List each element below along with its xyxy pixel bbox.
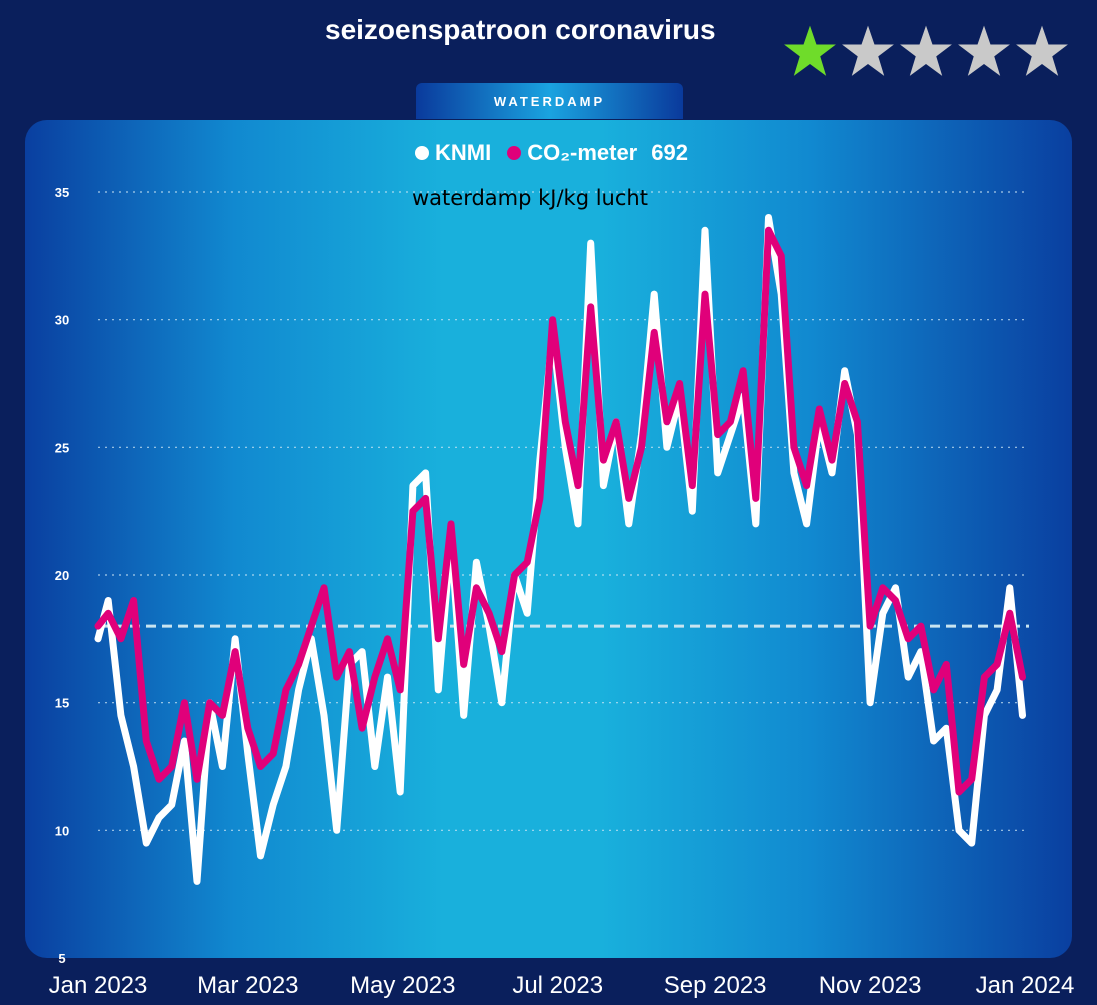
star-filled-icon [784, 25, 836, 76]
star-empty-icon [1016, 25, 1068, 76]
measurement-count: 692 [651, 140, 688, 165]
page-title: seizoenspatroon coronavirus [325, 14, 716, 45]
legend-dot-co2 [507, 146, 522, 160]
chart-legend: KNMI CO₂-meter 692 [415, 140, 688, 166]
x-tick-label: Mar 2023 [197, 972, 298, 999]
star-empty-icon [842, 25, 894, 76]
x-tick-label: Jan 2024 [976, 972, 1075, 999]
y-tick-label: 25 [55, 440, 69, 455]
legend-label-co2: CO₂-meter [527, 140, 638, 165]
y-tick-label: 15 [55, 696, 69, 711]
x-tick-label: Jan 2023 [49, 972, 148, 999]
x-tick-label: Sep 2023 [664, 972, 767, 999]
x-tick-label: Jul 2023 [512, 972, 603, 999]
y-tick-label: 5 [58, 951, 65, 966]
y-tick-label: 35 [55, 185, 69, 200]
legend-label-knmi: KNMI [435, 140, 492, 165]
tab-waterdamp[interactable]: WATERDAMP [416, 83, 683, 119]
y-tick-label: 30 [55, 313, 69, 328]
y-tick-label: 10 [55, 823, 69, 838]
star-empty-icon [900, 25, 952, 76]
legend-dot-knmi [415, 146, 429, 160]
x-tick-label: May 2023 [350, 972, 455, 999]
x-tick-label: Nov 2023 [819, 972, 922, 999]
y-tick-label: 20 [55, 568, 69, 583]
series-line-knmi [94, 214, 1026, 885]
series-line-co2 [94, 226, 1026, 796]
rating-stars [783, 22, 1069, 80]
y-axis-label: waterdamp kJ/kg lucht [412, 186, 648, 210]
star-empty-icon [958, 25, 1010, 76]
